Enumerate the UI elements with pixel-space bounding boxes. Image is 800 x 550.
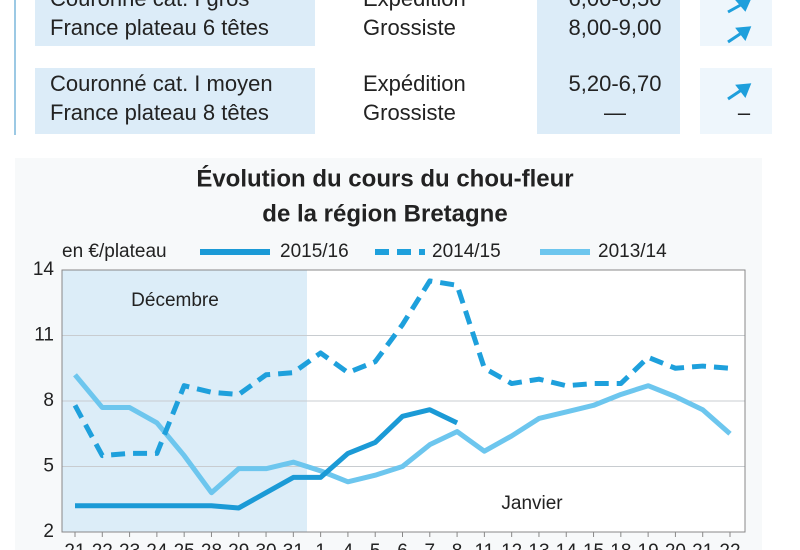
y-tick-label: 8 — [43, 390, 54, 411]
x-tick-label: 11 — [475, 541, 495, 550]
product-text: France plateau 8 têtes — [50, 100, 269, 125]
x-tick-label: 20 — [665, 541, 686, 550]
chart-title: Évolution du cours du chou-fleur — [196, 164, 573, 192]
stage-text: Expédition — [363, 0, 466, 11]
plot-frame — [61, 269, 746, 533]
product-text: Couronné cat. I moyen — [50, 71, 273, 96]
annotation: Janvier — [501, 493, 563, 514]
y-tick-label: 11 — [34, 325, 54, 346]
product-cell — [35, 0, 315, 46]
product-text: Couronné cat. I gros — [50, 0, 249, 11]
stage-text: Grossiste — [363, 100, 456, 125]
trend-arrow — [727, 0, 752, 101]
price-text: 5,20-6,70 — [569, 71, 662, 96]
chart-title: de la région Bretagne — [262, 200, 507, 227]
legend-label: 2014/15 — [432, 241, 501, 262]
product-text: France plateau 6 têtes — [50, 15, 269, 40]
x-tick-label: 8 — [452, 541, 463, 550]
x-tick-label: 25 — [174, 541, 195, 550]
price-column — [537, 0, 680, 134]
x-tick-label: 4 — [343, 541, 354, 550]
price-text: 6,00-6,50 — [569, 0, 662, 11]
stage-text: Grossiste — [363, 15, 456, 40]
y-tick-label: 14 — [33, 259, 55, 280]
stage-text: Expédition — [363, 71, 466, 96]
x-tick-label: 29 — [228, 541, 249, 550]
x-tick-label: 30 — [255, 541, 276, 550]
x-tick-label: 14 — [556, 541, 578, 550]
x-tick-label: 22 — [719, 541, 740, 550]
legend-label: 2013/14 — [598, 241, 667, 262]
x-tick-label: 7 — [425, 541, 436, 550]
product-cell — [35, 68, 315, 134]
series-line — [73, 373, 732, 496]
x-tick-label: 28 — [201, 541, 222, 550]
x-tick-label: 24 — [146, 541, 168, 550]
x-tick-label: 15 — [583, 541, 604, 550]
annotation: Décembre — [131, 290, 219, 311]
series-line — [72, 278, 731, 459]
trend-cell — [700, 68, 772, 134]
x-tick-label: 6 — [397, 541, 408, 550]
x-tick-label: 5 — [370, 541, 381, 550]
price-text: 8,00-9,00 — [569, 15, 662, 40]
x-tick-label: 12 — [501, 541, 522, 550]
y-tick-label: 2 — [43, 521, 54, 542]
x-tick-label: 18 — [610, 541, 631, 550]
y-tick-label: 5 — [43, 456, 54, 477]
x-tick-label: 21 — [64, 541, 85, 550]
series-line — [75, 407, 459, 511]
x-tick-label: 21 — [692, 541, 713, 550]
price-text: — — [604, 100, 626, 125]
legend-label: 2015/16 — [280, 241, 349, 262]
x-tick-label: 22 — [92, 541, 113, 550]
x-tick-label: 1 — [315, 541, 326, 550]
x-tick-label: 31 — [283, 541, 304, 550]
x-tick-label: 13 — [528, 541, 549, 550]
x-tick-label: 23 — [119, 541, 140, 550]
x-tick-label: 19 — [638, 541, 659, 550]
y-axis-label: en €/plateau — [62, 241, 167, 262]
trend-text: – — [738, 100, 751, 125]
